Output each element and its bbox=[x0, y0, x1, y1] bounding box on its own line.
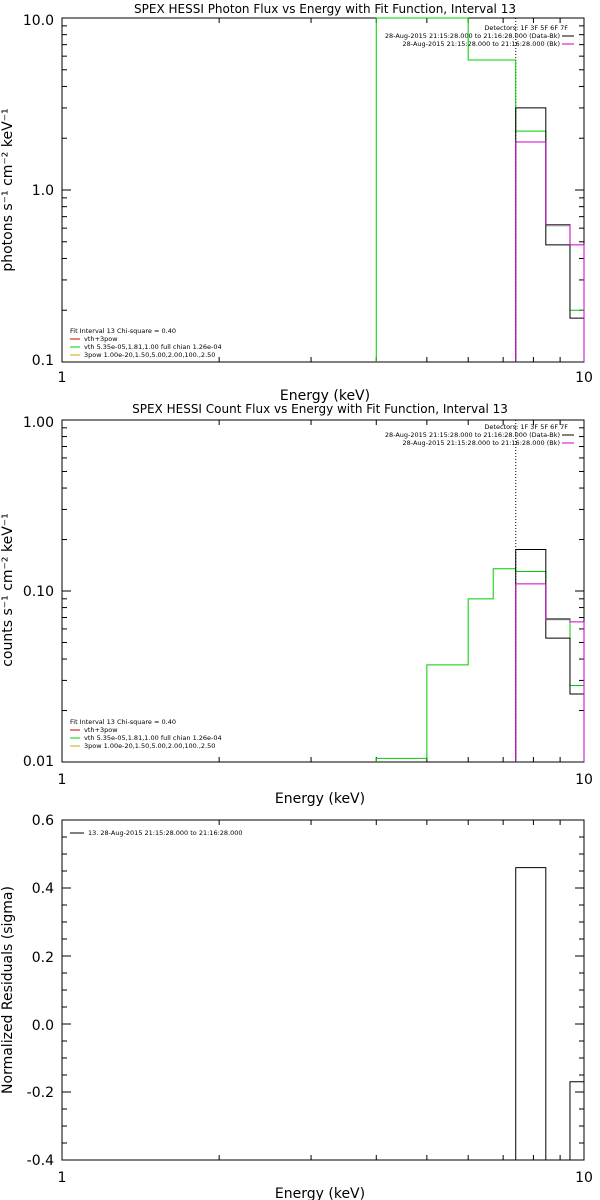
count-plot-frame bbox=[61, 419, 585, 763]
resid-x-tick-10: 10 bbox=[575, 1170, 593, 1186]
photon-y-tick-0p1: 0.1 bbox=[32, 353, 54, 369]
resid-y-axis-label: Normalized Residuals (sigma) bbox=[0, 886, 16, 1094]
photon-y-tick-1: 1.0 bbox=[32, 183, 54, 199]
photon-legend-3pow: 3pow 1.00e-20,1.50,5.00,2.00,100.,2.50 bbox=[84, 351, 215, 359]
photon-legend-vth: vth 5.35e-05,1.81,1.00 full chian 1.26e-… bbox=[84, 343, 222, 351]
count-chart-title: SPEX HESSI Count Flux vs Energy with Fit… bbox=[132, 402, 508, 416]
photon-chart-title: SPEX HESSI Photon Flux vs Energy with Fi… bbox=[134, 2, 516, 16]
photon-series-2 bbox=[515, 141, 585, 362]
count-bottom-left-legend: Fit Interval 13 Chi-square = 0.40 vth+3p… bbox=[70, 718, 222, 750]
count-legend-bk: 28-Aug-2015 21:15:28.000 to 21:16:28.000… bbox=[403, 439, 560, 447]
count-legend-model: vth+3pow bbox=[84, 726, 118, 734]
count-y-axis-label: counts s⁻¹ cm⁻² keV⁻¹ bbox=[0, 513, 16, 667]
count-x-axis-label: Energy (keV) bbox=[275, 791, 365, 807]
count-legend-vth: vth 5.35e-05,1.81,1.00 full chian 1.26e-… bbox=[84, 734, 222, 742]
resid-y-tick-m0p2: -0.2 bbox=[27, 1085, 54, 1101]
photon-legend-data-bk: 28-Aug-2015 21:15:28.000 to 21:16:28.000… bbox=[385, 32, 560, 40]
photon-y-axis-label: photons s⁻¹ cm⁻² keV⁻¹ bbox=[0, 108, 16, 271]
resid-legend: 13. 28-Aug-2015 21:15:28.000 to 21:16:28… bbox=[70, 829, 243, 837]
photon-bottom-left-legend: Fit Interval 13 Chi-square = 0.40 vth+3p… bbox=[70, 327, 222, 359]
count-flux-panel: SPEX HESSI Count Flux vs Energy with Fit… bbox=[0, 402, 593, 807]
resid-y-tick-0p2: 0.2 bbox=[32, 950, 54, 966]
photon-legend-bk: 28-Aug-2015 21:15:28.000 to 21:16:28.000… bbox=[403, 40, 560, 48]
photon-legend-fit-interval: Fit Interval 13 Chi-square = 0.40 bbox=[70, 327, 176, 335]
count-legend-data-bk: 28-Aug-2015 21:15:28.000 to 21:16:28.000… bbox=[385, 431, 560, 439]
resid-y-tick-0: 0.0 bbox=[32, 1018, 54, 1034]
count-y-tick-1: 1.00 bbox=[23, 415, 54, 431]
count-y-tick-0p01: 0.01 bbox=[23, 754, 54, 770]
resid-x-tick-1: 1 bbox=[58, 1170, 67, 1186]
count-series-1 bbox=[515, 548, 585, 762]
photon-x-tick-1: 1 bbox=[58, 370, 67, 386]
photon-y-tick-10: 10.0 bbox=[23, 13, 54, 29]
resid-y-tick-0p6: 0.6 bbox=[32, 813, 54, 829]
photon-legend-detectors: Detectors: 1F 3F 5F 6F 7F bbox=[484, 24, 568, 32]
count-legend-3pow: 3pow 1.00e-20,1.50,5.00,2.00,100.,2.50 bbox=[84, 742, 215, 750]
resid-y-tick-m0p4: -0.4 bbox=[27, 1153, 54, 1169]
resid-plot-frame bbox=[61, 819, 585, 1161]
count-series-0 bbox=[375, 568, 585, 762]
count-series-2 bbox=[515, 583, 585, 762]
resid-legend-text: 13. 28-Aug-2015 21:15:28.000 to 21:16:28… bbox=[88, 829, 243, 837]
photon-series-0 bbox=[375, 17, 585, 362]
residuals-panel: Energy (keV) Normalized Residuals (sigma… bbox=[0, 813, 593, 1200]
photon-plot-frame bbox=[61, 17, 585, 363]
resid-series-0 bbox=[515, 867, 585, 1161]
count-top-right-legend: Detectors: 1F 3F 5F 6F 7F 28-Aug-2015 21… bbox=[385, 423, 574, 447]
count-x-tick-10: 10 bbox=[575, 772, 593, 788]
count-y-tick-0p1: 0.10 bbox=[23, 584, 54, 600]
photon-x-axis-label: Energy (keV) bbox=[280, 388, 370, 404]
resid-y-tick-0p4: 0.4 bbox=[32, 881, 54, 897]
resid-x-axis-label: Energy (keV) bbox=[275, 1186, 365, 1200]
photon-legend-model: vth+3pow bbox=[84, 335, 118, 343]
count-x-tick-1: 1 bbox=[58, 772, 67, 788]
photon-top-right-legend: Detectors: 1F 3F 5F 6F 7F 28-Aug-2015 21… bbox=[385, 24, 574, 48]
photon-flux-panel: SPEX HESSI Photon Flux vs Energy with Fi… bbox=[0, 2, 593, 404]
count-legend-fit-interval: Fit Interval 13 Chi-square = 0.40 bbox=[70, 718, 176, 726]
photon-series-1 bbox=[515, 107, 585, 362]
plot-layer bbox=[61, 17, 585, 1161]
photon-x-tick-10: 10 bbox=[575, 370, 593, 386]
count-legend-detectors: Detectors: 1F 3F 5F 6F 7F bbox=[484, 423, 568, 431]
